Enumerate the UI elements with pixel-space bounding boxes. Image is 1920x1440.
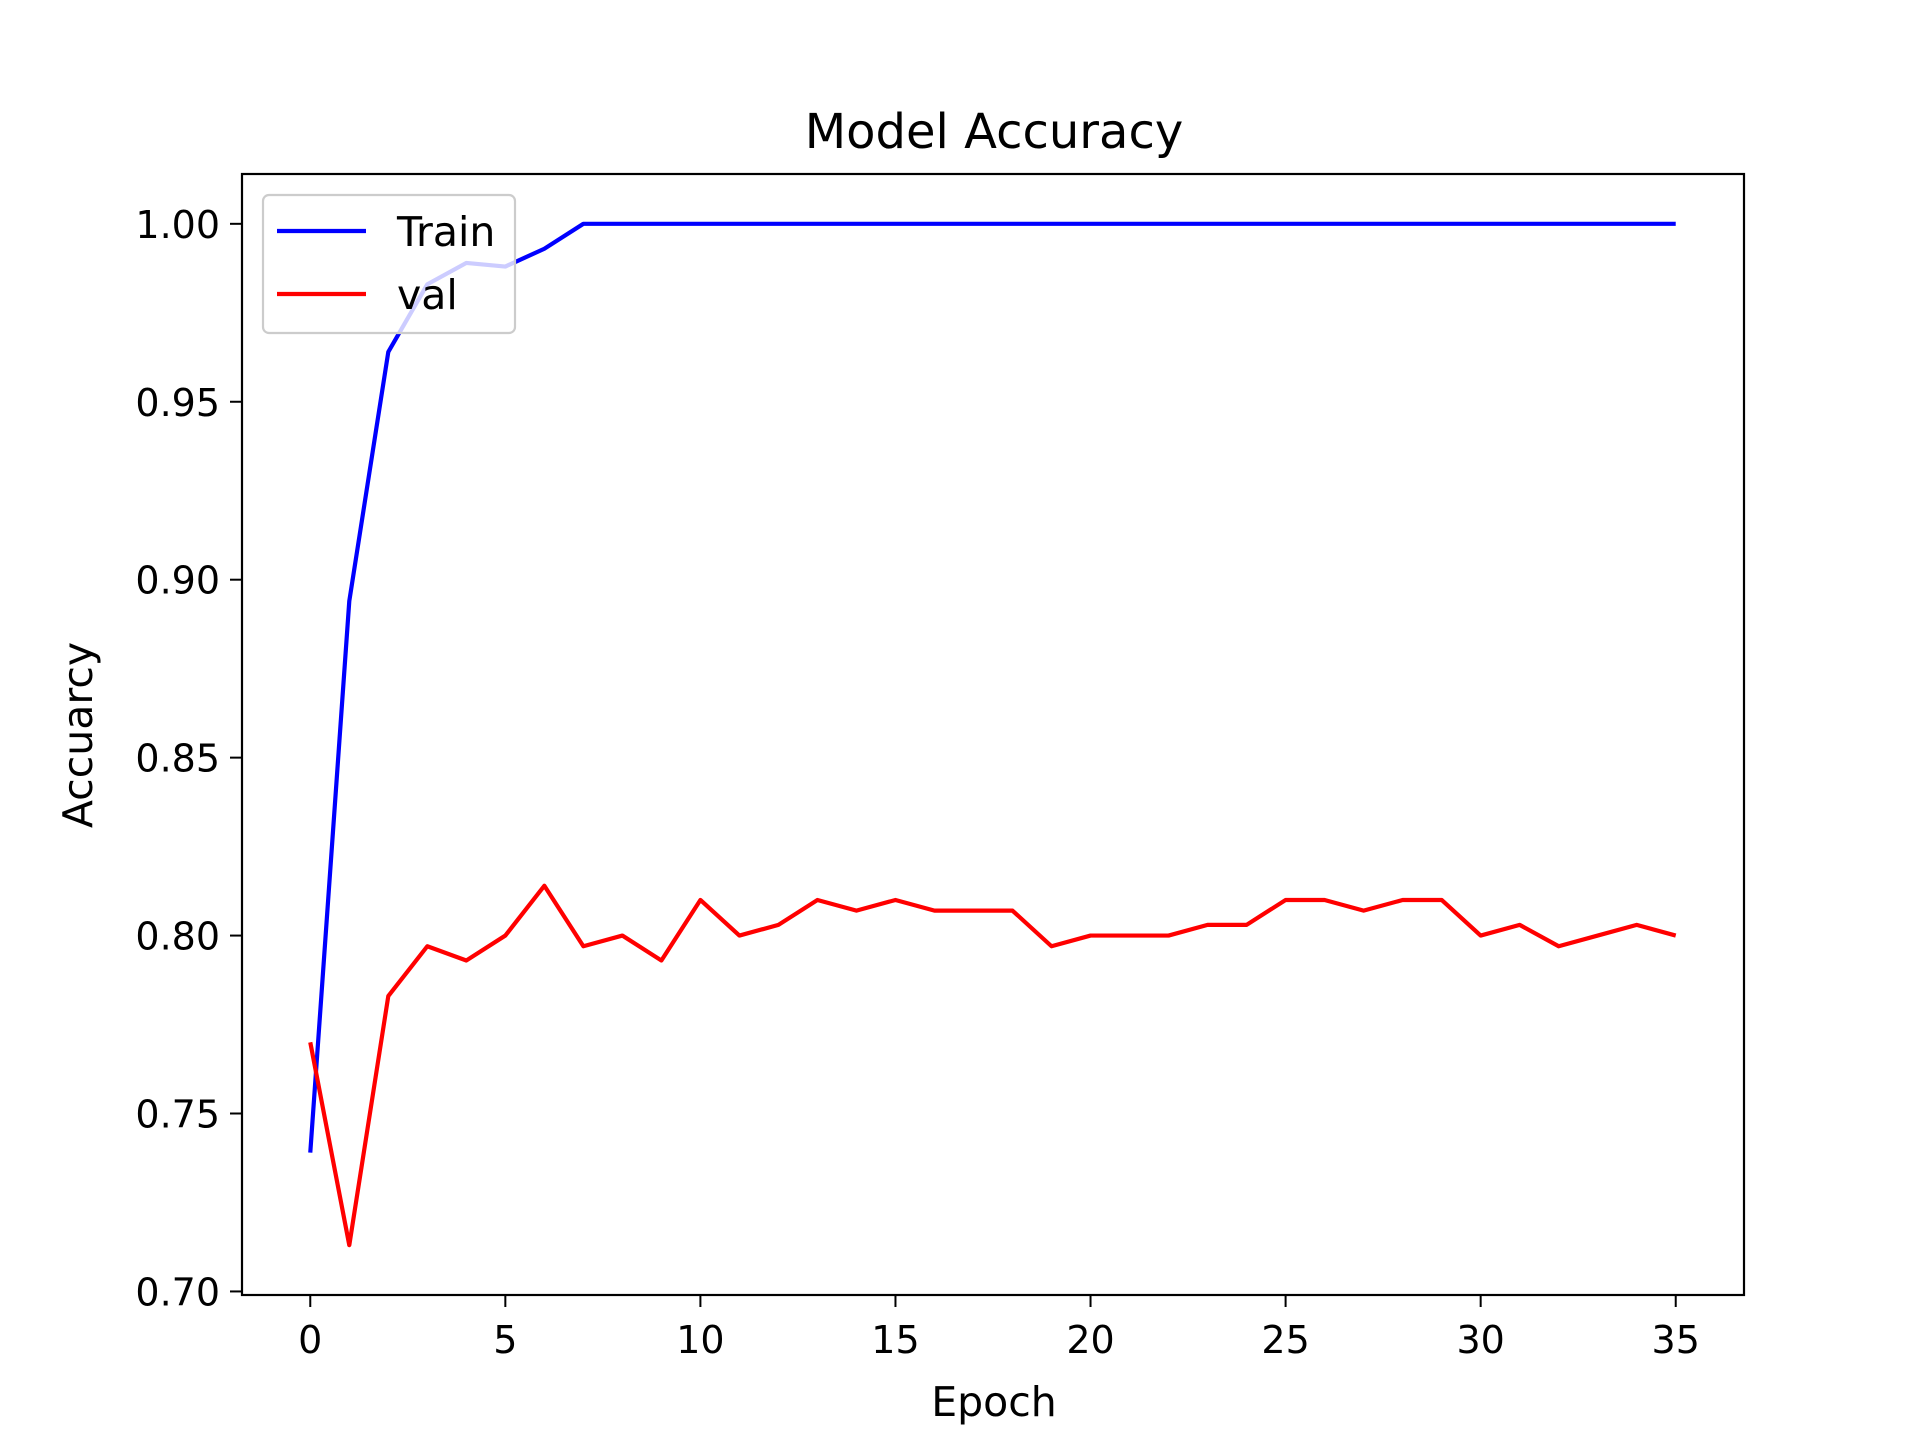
x-tick-label: 20 xyxy=(1066,1318,1114,1362)
y-tick-label: 1.00 xyxy=(135,203,220,247)
plot-area: 0 5 10 15 20 25 30 35 0.70 0.75 0.80 0.85 0.90 0.95 1.… xyxy=(135,172,1746,1362)
x-tick-label: 30 xyxy=(1456,1318,1504,1362)
x-tick-label: 10 xyxy=(676,1318,724,1362)
x-axis-label: Epoch xyxy=(931,1378,1057,1426)
plot-frame xyxy=(240,172,1746,1297)
series-line-val xyxy=(308,883,1677,1248)
x-tick-label: 35 xyxy=(1652,1318,1700,1362)
y-tick-label: 0.95 xyxy=(135,381,220,425)
y-tick-label: 0.90 xyxy=(135,559,220,603)
series-line-train xyxy=(308,221,1676,1153)
x-tick-label: 5 xyxy=(493,1318,517,1362)
y-tick-label: 0.80 xyxy=(135,915,220,959)
chart-title: Model Accuracy xyxy=(805,104,1184,160)
x-tick-label: 15 xyxy=(871,1318,919,1362)
legend-label-train: Train xyxy=(396,208,495,256)
legend-label-val: val xyxy=(397,271,458,319)
x-tick-label: 0 xyxy=(298,1318,322,1362)
y-axis-label: Accuarcy xyxy=(54,642,102,828)
y-tick-label: 0.75 xyxy=(135,1093,220,1137)
y-tick-label: 0.85 xyxy=(135,737,220,781)
x-tick-label: 25 xyxy=(1261,1318,1309,1362)
y-tick-label: 0.70 xyxy=(135,1270,220,1314)
legend: Train val xyxy=(261,193,517,335)
